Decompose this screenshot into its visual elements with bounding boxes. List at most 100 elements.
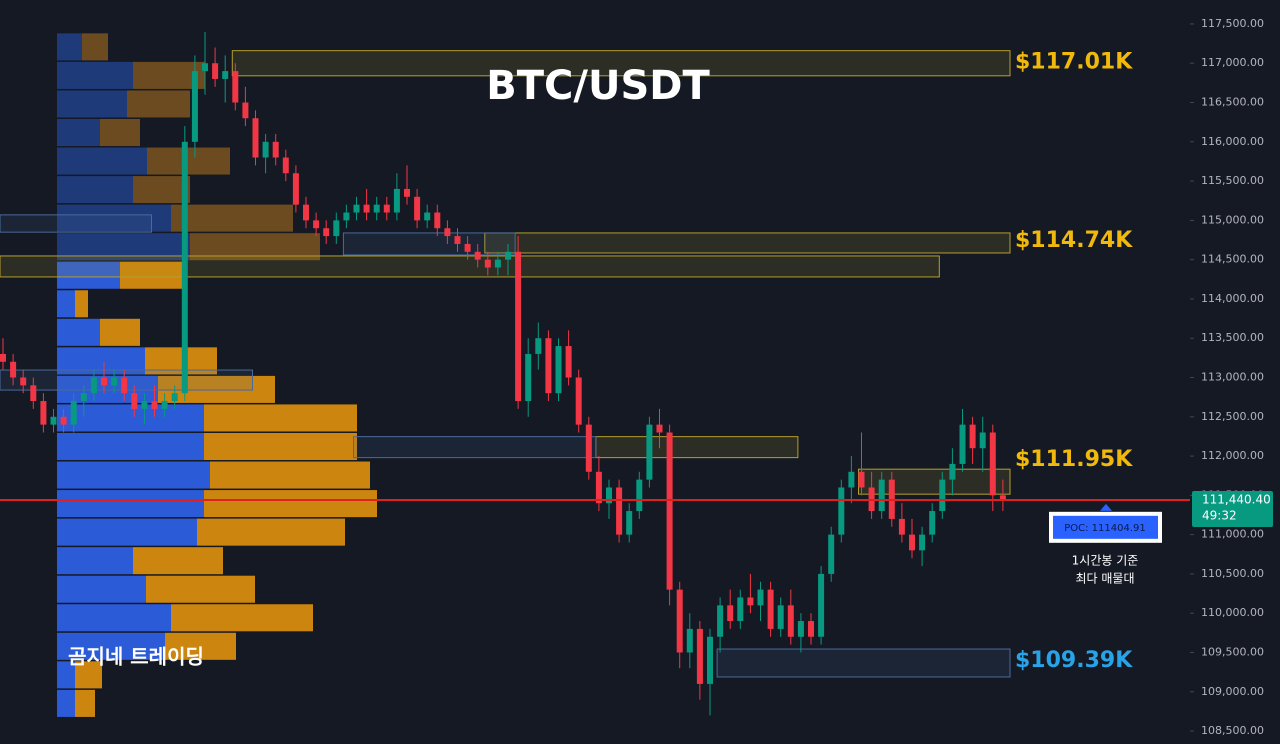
candle-body [242, 102, 249, 119]
candle-body [858, 471, 865, 488]
candle-body [0, 353, 6, 362]
profile-buy [57, 547, 133, 575]
candle-body [222, 71, 229, 79]
candle-body [121, 377, 128, 394]
candle-body [999, 495, 1006, 501]
candle-body [434, 212, 441, 229]
candle-body [10, 361, 17, 378]
candle-body [878, 479, 885, 512]
candle-body [181, 141, 188, 394]
candle-body [636, 479, 643, 512]
plot-area: $117.01K $114.74K $111.95K $109.39K POC: 111… [0, 17, 1273, 737]
poc-pointer [1100, 503, 1112, 511]
candle-body [353, 204, 360, 213]
candle-body [515, 251, 522, 402]
y-tick-label: 109,000.00 [1201, 685, 1264, 698]
candle-body [373, 204, 380, 213]
candle-body [949, 463, 956, 480]
y-tick-label: 111,000.00 [1201, 528, 1264, 541]
zone [353, 436, 597, 459]
profile-buy [57, 575, 146, 603]
zone [231, 50, 1011, 77]
poc-note: 1시간봉 기준 [1072, 553, 1139, 567]
candle-body [969, 424, 976, 449]
candle-body [616, 487, 623, 535]
y-tick-label: 114,500.00 [1201, 253, 1264, 266]
candle-body [727, 605, 734, 622]
profile-sell [133, 176, 190, 204]
candle-body [343, 212, 350, 221]
profile-sell [100, 318, 140, 346]
candle-body [191, 71, 198, 142]
profile-buy [57, 604, 171, 632]
candle-body [656, 424, 663, 433]
candle-body [545, 338, 552, 394]
profile-buy [57, 147, 147, 175]
profile-buy [57, 490, 204, 518]
candle-body [525, 353, 532, 402]
candle-body [393, 188, 400, 213]
poc-box [1053, 515, 1158, 539]
y-tick-label: 115,000.00 [1201, 213, 1264, 226]
y-tick-label: 116,000.00 [1201, 135, 1264, 148]
candle-body [565, 346, 572, 378]
candle-body [535, 338, 542, 354]
profile-sell [171, 204, 293, 232]
candle-body [555, 346, 562, 394]
profile-sell [197, 518, 345, 546]
profile-sell [82, 33, 108, 61]
y-tick-label: 112,500.00 [1201, 410, 1264, 423]
candle-body [929, 511, 936, 535]
profile-buy [57, 461, 210, 489]
candle-body [666, 432, 673, 590]
profile-sell [75, 290, 88, 318]
candle-body [494, 259, 501, 268]
candle-body [979, 432, 986, 449]
candle-body [818, 573, 825, 637]
candle-body [474, 251, 481, 260]
candle-body [464, 243, 471, 252]
profile-buy [57, 404, 204, 432]
candle-body [70, 401, 77, 425]
candle-body [717, 605, 724, 637]
profile-sell [204, 490, 377, 518]
y-tick-label: 110,500.00 [1201, 567, 1264, 580]
candle-body [292, 173, 299, 205]
candle-body [90, 377, 97, 394]
candle-body [505, 251, 511, 260]
poc-label: POC: 111404.91 [1064, 523, 1146, 534]
profile-sell [204, 404, 357, 432]
profile-buy [57, 518, 197, 546]
zone [484, 232, 1011, 254]
profile-sell [100, 118, 140, 147]
profile-buy [57, 261, 120, 289]
candle-body [212, 63, 219, 79]
candle-body [444, 228, 451, 237]
profile-sell [147, 147, 230, 175]
candle-body [414, 196, 421, 221]
profile-buy [57, 61, 133, 89]
profile-sell [171, 604, 313, 632]
candle-body [757, 589, 764, 606]
profile-buy [57, 176, 133, 204]
candle-body [484, 259, 491, 268]
y-tick-label: 117,500.00 [1201, 17, 1264, 30]
candle-body [919, 534, 926, 551]
zone-label: $117.01K [1015, 49, 1133, 74]
candle-body [131, 393, 138, 409]
profile-buy [57, 33, 82, 61]
candle-body [262, 141, 269, 158]
candle-body [313, 220, 320, 229]
profile-sell [165, 632, 236, 660]
candle-body [232, 71, 239, 103]
candle-body [404, 188, 410, 197]
candle-body [151, 401, 158, 409]
candle-body [808, 621, 814, 637]
profile-buy [57, 432, 204, 461]
candle-body [626, 511, 633, 535]
candle-body [60, 416, 67, 425]
candle-body [777, 605, 784, 629]
profile-buy [57, 632, 165, 660]
y-tick-label: 113,500.00 [1201, 331, 1264, 344]
